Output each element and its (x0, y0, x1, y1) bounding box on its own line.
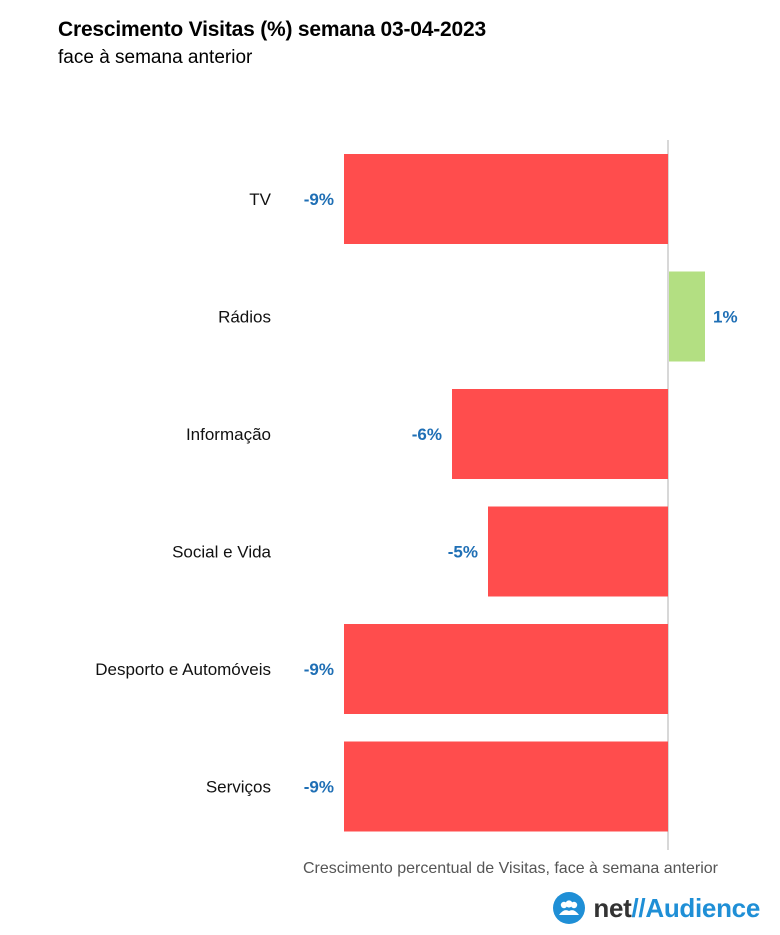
bar (344, 154, 668, 244)
brand-net: net (593, 892, 632, 923)
brand-audience: Audience (645, 892, 760, 923)
data-label: -9% (304, 660, 334, 679)
data-label: -6% (412, 425, 442, 444)
category-label: Desporto e Automóveis (95, 660, 271, 679)
brand-slash: // (631, 892, 646, 923)
brand-name: net//Audience (593, 893, 760, 924)
audience-logo-icon (553, 892, 586, 924)
category-label: Rádios (218, 308, 271, 327)
bar (344, 741, 668, 832)
bar (669, 271, 705, 362)
chart-title: Crescimento Visitas (%) semana 03-04-202… (58, 18, 486, 41)
chart-subtitle: face à semana anterior (58, 47, 253, 68)
category-label: TV (249, 190, 271, 209)
brand-logo: net//Audience (553, 892, 760, 924)
category-label: Serviços (206, 778, 271, 797)
data-label: 1% (713, 308, 738, 327)
bar (344, 624, 668, 714)
category-label: Informação (186, 425, 271, 444)
data-label: -9% (304, 778, 334, 797)
bar (488, 506, 668, 597)
data-label: -9% (304, 190, 334, 209)
data-label: -5% (448, 543, 478, 562)
category-label: Social e Vida (172, 543, 271, 562)
x-axis-label: Crescimento percentual de Visitas, face … (302, 860, 718, 877)
bar (452, 389, 668, 479)
